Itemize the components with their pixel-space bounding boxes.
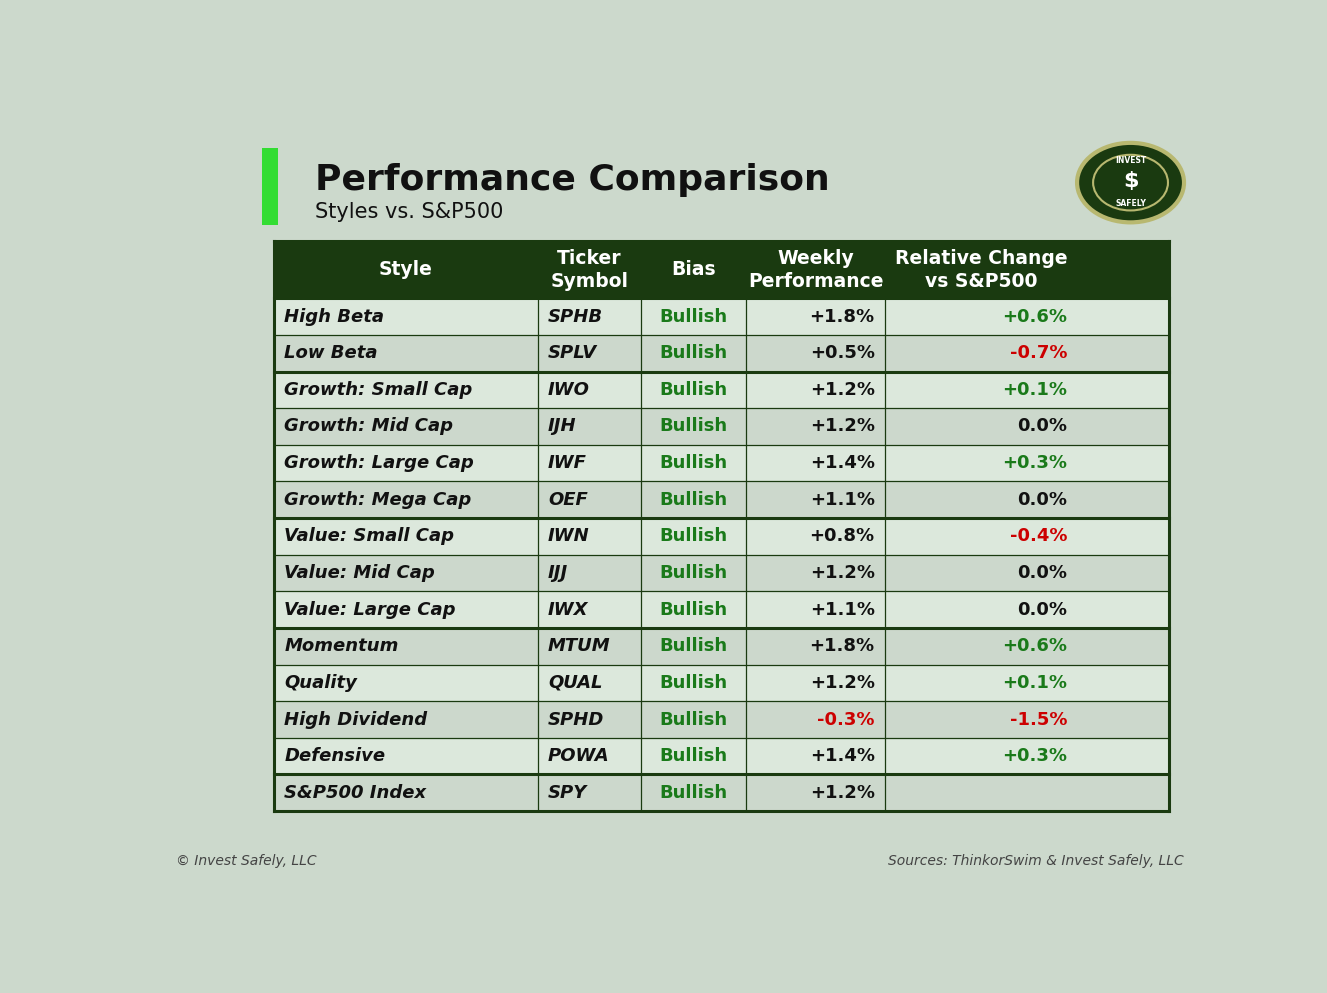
Text: 0.0%: 0.0%: [1016, 491, 1067, 508]
Bar: [273, 371, 1169, 408]
Text: +0.1%: +0.1%: [1002, 674, 1067, 692]
Text: +0.6%: +0.6%: [1002, 638, 1067, 655]
Text: 0.0%: 0.0%: [1016, 564, 1067, 582]
Circle shape: [1093, 155, 1168, 211]
Bar: [273, 701, 1169, 738]
Text: +1.8%: +1.8%: [809, 308, 874, 326]
Bar: [273, 445, 1169, 482]
Text: 0.0%: 0.0%: [1016, 601, 1067, 619]
Bar: [273, 482, 1169, 518]
Text: IWN: IWN: [548, 527, 589, 545]
Text: Momentum: Momentum: [284, 638, 398, 655]
Text: Bullish: Bullish: [660, 308, 727, 326]
Text: IJH: IJH: [548, 417, 577, 436]
Text: Bullish: Bullish: [660, 345, 727, 362]
Text: IJJ: IJJ: [548, 564, 568, 582]
Bar: [273, 298, 1169, 335]
Text: Relative Change
vs S&P500: Relative Change vs S&P500: [894, 249, 1067, 291]
Text: INVEST: INVEST: [1115, 156, 1147, 165]
Text: Bullish: Bullish: [660, 783, 727, 801]
Text: Growth: Mega Cap: Growth: Mega Cap: [284, 491, 471, 508]
Circle shape: [1078, 143, 1184, 222]
Text: +1.2%: +1.2%: [809, 417, 874, 436]
Text: Style: Style: [380, 260, 433, 279]
Text: Weekly
Performance: Weekly Performance: [748, 249, 884, 291]
Text: SAFELY: SAFELY: [1115, 199, 1147, 208]
Text: +1.1%: +1.1%: [809, 491, 874, 508]
Text: IWO: IWO: [548, 381, 591, 399]
Text: +1.2%: +1.2%: [809, 674, 874, 692]
Text: Performance Comparison: Performance Comparison: [314, 163, 829, 198]
Text: +1.2%: +1.2%: [809, 564, 874, 582]
Text: SPHD: SPHD: [548, 711, 605, 729]
Text: Bias: Bias: [671, 260, 715, 279]
Text: Growth: Mid Cap: Growth: Mid Cap: [284, 417, 453, 436]
Text: -0.7%: -0.7%: [1010, 345, 1067, 362]
Text: +0.3%: +0.3%: [1002, 747, 1067, 766]
Text: +0.1%: +0.1%: [1002, 381, 1067, 399]
Text: Ticker
Symbol: Ticker Symbol: [551, 249, 628, 291]
Text: Bullish: Bullish: [660, 564, 727, 582]
Text: +1.8%: +1.8%: [809, 638, 874, 655]
Text: Bullish: Bullish: [660, 711, 727, 729]
Bar: [273, 408, 1169, 445]
Text: High Dividend: High Dividend: [284, 711, 427, 729]
Text: Bullish: Bullish: [660, 417, 727, 436]
Text: +0.8%: +0.8%: [809, 527, 874, 545]
Text: Defensive: Defensive: [284, 747, 385, 766]
Text: Quality: Quality: [284, 674, 357, 692]
Text: Bullish: Bullish: [660, 381, 727, 399]
Bar: [261, 148, 277, 224]
Text: Bullish: Bullish: [660, 601, 727, 619]
Text: Bullish: Bullish: [660, 527, 727, 545]
Text: OEF: OEF: [548, 491, 588, 508]
Text: -0.4%: -0.4%: [1010, 527, 1067, 545]
Text: +0.5%: +0.5%: [809, 345, 874, 362]
Bar: [273, 738, 1169, 775]
Text: +1.2%: +1.2%: [809, 381, 874, 399]
Bar: [273, 241, 1169, 298]
Text: +1.4%: +1.4%: [809, 454, 874, 472]
Text: +1.2%: +1.2%: [809, 783, 874, 801]
Text: Low Beta: Low Beta: [284, 345, 378, 362]
Bar: [273, 775, 1169, 811]
Text: 0.0%: 0.0%: [1016, 417, 1067, 436]
Text: IWF: IWF: [548, 454, 587, 472]
Bar: [273, 518, 1169, 555]
Text: Sources: ThinkorSwim & Invest Safely, LLC: Sources: ThinkorSwim & Invest Safely, LL…: [888, 854, 1184, 868]
Bar: [273, 592, 1169, 628]
Text: Bullish: Bullish: [660, 674, 727, 692]
Text: SPY: SPY: [548, 783, 588, 801]
Text: $: $: [1123, 171, 1139, 191]
Text: S&P500 Index: S&P500 Index: [284, 783, 426, 801]
Bar: [273, 628, 1169, 664]
Text: High Beta: High Beta: [284, 308, 384, 326]
Text: +1.1%: +1.1%: [809, 601, 874, 619]
Text: QUAL: QUAL: [548, 674, 602, 692]
Text: Growth: Small Cap: Growth: Small Cap: [284, 381, 472, 399]
Text: +0.3%: +0.3%: [1002, 454, 1067, 472]
Text: Bullish: Bullish: [660, 454, 727, 472]
Text: -0.3%: -0.3%: [817, 711, 874, 729]
Bar: [273, 664, 1169, 701]
Text: Bullish: Bullish: [660, 747, 727, 766]
Text: +1.4%: +1.4%: [809, 747, 874, 766]
Text: Bullish: Bullish: [660, 491, 727, 508]
Text: Bullish: Bullish: [660, 638, 727, 655]
Text: SPLV: SPLV: [548, 345, 597, 362]
Text: Value: Large Cap: Value: Large Cap: [284, 601, 455, 619]
Text: +0.6%: +0.6%: [1002, 308, 1067, 326]
Bar: [273, 555, 1169, 592]
Text: SPHB: SPHB: [548, 308, 604, 326]
Text: MTUM: MTUM: [548, 638, 610, 655]
Text: Styles vs. S&P500: Styles vs. S&P500: [314, 203, 503, 222]
Text: IWX: IWX: [548, 601, 589, 619]
Text: Growth: Large Cap: Growth: Large Cap: [284, 454, 474, 472]
Text: Value: Small Cap: Value: Small Cap: [284, 527, 454, 545]
Text: Value: Mid Cap: Value: Mid Cap: [284, 564, 435, 582]
Bar: [273, 335, 1169, 371]
Text: -1.5%: -1.5%: [1010, 711, 1067, 729]
Text: © Invest Safely, LLC: © Invest Safely, LLC: [176, 854, 317, 868]
Text: POWA: POWA: [548, 747, 609, 766]
